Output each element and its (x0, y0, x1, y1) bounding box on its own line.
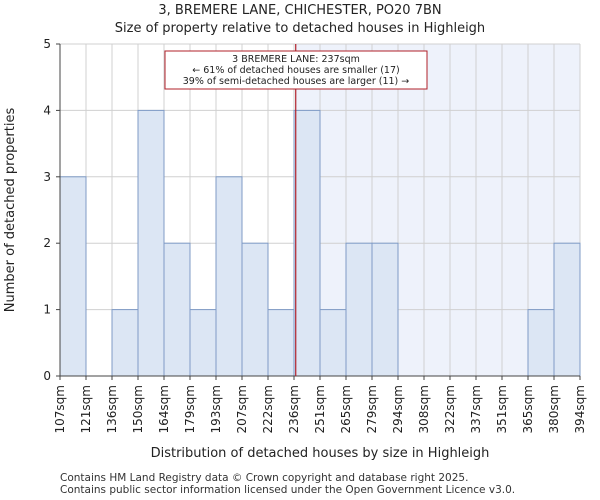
y-axis-label: Number of detached properties (3, 108, 18, 313)
chart-subtitle: Size of property relative to detached ho… (114, 21, 486, 36)
footer-attribution: Contains HM Land Registry data © Crown c… (60, 472, 515, 496)
x-tick-label: 351sqm (495, 385, 509, 433)
histogram-bar (553, 242, 581, 377)
histogram-bar (111, 309, 139, 377)
annotation-line: 39% of semi-detached houses are larger (… (183, 76, 410, 87)
x-tick-label: 251sqm (313, 385, 327, 433)
histogram-chart: 107sqm 121sqm 136sqm 150sqm 164sqm 179sqm 193s… (3, 37, 587, 461)
x-tick-label: 150sqm (131, 385, 145, 433)
x-tick-label: 207sqm (235, 385, 249, 433)
x-tick-label: 337sqm (469, 385, 483, 433)
x-tick-label: 107sqm (53, 385, 67, 433)
histogram-bar (319, 309, 347, 377)
histogram-bar (137, 109, 165, 377)
x-tick-label: 394sqm (573, 385, 587, 433)
x-tick-label: 164sqm (157, 385, 171, 433)
y-tick-label: 0 (43, 369, 51, 383)
y-tick-label: 5 (43, 37, 51, 51)
y-tick-label: 4 (43, 103, 51, 117)
x-tick-label: 294sqm (391, 385, 405, 433)
footer-line-1: Contains HM Land Registry data © Crown c… (60, 472, 469, 484)
annotation-box (164, 50, 428, 90)
annotation-line: ← 61% of detached houses are smaller (17… (192, 65, 399, 76)
x-tick-label: 322sqm (443, 385, 457, 433)
histogram-bar (241, 242, 269, 377)
x-tick-label: 222sqm (261, 385, 275, 433)
x-tick-label: 308sqm (417, 385, 431, 433)
x-tick-label: 365sqm (521, 385, 535, 433)
chart-title: 3, BREMERE LANE, CHICHESTER, PO20 7BN (158, 3, 442, 18)
x-axis-label: Distribution of detached houses by size … (151, 446, 490, 461)
x-tick-label: 236sqm (287, 385, 301, 433)
histogram-bar (163, 242, 191, 377)
histogram-bar (215, 176, 243, 377)
x-tick-label: 136sqm (105, 385, 119, 433)
histogram-bar (527, 309, 555, 377)
histogram-bar (371, 242, 399, 377)
histogram-bar (267, 309, 295, 377)
x-tick-label: 380sqm (547, 385, 561, 433)
x-tick-label: 279sqm (365, 385, 379, 433)
annotation-line: 3 BREMERE LANE: 237sqm (232, 54, 360, 65)
histogram-bar (59, 176, 87, 377)
x-tick-label: 121sqm (79, 385, 93, 433)
footer-line-2: Contains public sector information licen… (60, 484, 516, 496)
histogram-bar (189, 309, 217, 377)
y-tick-label: 2 (43, 236, 51, 250)
x-tick-label: 193sqm (209, 385, 223, 433)
y-tick-label: 1 (43, 303, 51, 317)
y-tick-label: 3 (43, 170, 51, 184)
x-tick-label: 265sqm (339, 385, 353, 433)
x-tick-label: 179sqm (183, 385, 197, 433)
chart-title-block: 3, BREMERE LANE, CHICHESTER, PO20 7BN Si… (0, 2, 600, 38)
histogram-bar (345, 242, 373, 377)
histogram-bar (293, 109, 321, 377)
